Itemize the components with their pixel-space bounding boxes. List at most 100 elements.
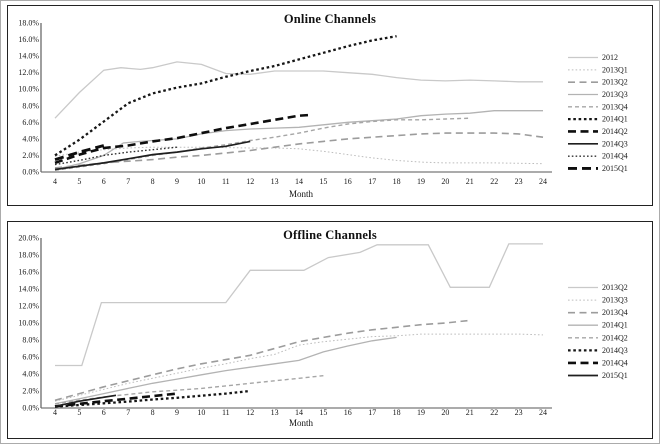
x-tick-label: 4 [53,408,57,417]
offline-x-axis-label: Month [288,418,313,428]
x-tick-label: 17 [368,408,376,417]
y-tick-label: 20.0% [18,234,39,243]
x-tick-label: 20 [441,177,449,186]
x-tick-label: 11 [222,177,230,186]
series-line-2014Q1 [54,35,397,157]
y-tick-label: 6.0% [22,118,39,127]
x-tick-label: 16 [344,408,352,417]
series-line-2013Q2 [54,132,544,169]
legend-label-2014Q2: 2014Q2 [602,127,628,136]
y-tick-label: 2.0% [22,151,39,160]
series-line-2014Q2 [54,113,312,165]
x-tick-label: 13 [271,177,279,186]
legend-label-2013Q4: 2013Q4 [602,308,628,317]
x-tick-label: 15 [319,408,327,417]
series-line-2013Q2 [55,243,543,367]
x-tick-label: 21 [466,177,474,186]
x-tick-label: 5 [77,177,81,186]
y-tick-label: 18.0% [18,251,39,260]
legend-label-2014Q3: 2014Q3 [602,346,628,355]
x-tick-label: 22 [490,177,498,186]
x-tick-label: 19 [417,408,425,417]
series-line-2014Q4 [54,392,178,408]
online-chart-title: Online Channels [283,12,377,26]
y-tick-label: 18.0% [18,19,39,28]
y-tick-label: 12.0% [18,302,39,311]
x-tick-label: 4 [53,177,57,186]
y-tick-label: 8.0% [22,101,39,110]
series-line-2012 [54,61,543,119]
x-tick-label: 10 [197,408,205,417]
x-tick-label: 19 [417,177,425,186]
series-line-2013Q4 [54,319,470,402]
y-tick-label: 4.0% [22,370,39,379]
x-tick-label: 14 [295,408,303,417]
y-tick-label: 16.0% [18,35,39,44]
x-tick-label: 8 [151,177,155,186]
legend-label-2013Q3: 2013Q3 [602,296,628,305]
legend-label-2014Q3: 2014Q3 [602,139,628,148]
x-tick-label: 6 [102,177,106,186]
x-tick-label: 23 [515,408,523,417]
legend-label-2015Q1: 2015Q1 [602,371,628,380]
x-tick-label: 18 [393,177,401,186]
legend-label-2014Q4: 2014Q4 [602,358,628,367]
x-tick-label: 16 [344,177,352,186]
x-tick-label: 12 [246,177,254,186]
legend-label-2014Q4: 2014Q4 [602,152,628,161]
online-channels-chart-panel: 0.0% 2.0% 4.0% 6.0% 8.0% 10.0% 12.0% 14.0% 16.0%… [7,5,653,206]
offline-channels-plot: 0.0% 2.0% 4.0% 6.0% 8.0% 10.0% 12.0% 14.0% 16.0%… [18,234,628,418]
x-tick-label: 6 [102,408,106,417]
x-tick-label: 7 [126,408,130,417]
x-tick-label: 11 [222,408,230,417]
legend-label-2015Q1: 2015Q1 [602,164,628,173]
online-channels-plot: 0.0% 2.0% 4.0% 6.0% 8.0% 10.0% 12.0% 14.0% 16.0%… [18,19,628,187]
offline-channels-chart-panel: 0.0% 2.0% 4.0% 6.0% 8.0% 10.0% 12.0% 14.0% 16.0%… [7,221,653,439]
x-tick-label: 12 [246,408,254,417]
legend-label-2013Q4: 2013Q4 [602,102,628,111]
legend-label-2013Q2: 2013Q2 [602,283,628,292]
x-tick-label: 5 [77,408,81,417]
x-tick-label: 13 [271,408,279,417]
x-tick-label: 8 [151,408,155,417]
y-tick-label: 12.0% [18,68,39,77]
legend-label-2014Q1: 2014Q1 [602,115,628,124]
series-line-2013Q1 [54,146,544,165]
y-tick-label: 10.0% [18,85,39,94]
y-tick-label: 10.0% [18,319,39,328]
legend-label-2013Q3: 2013Q3 [602,90,628,99]
x-tick-label: 14 [295,177,303,186]
y-tick-label: 14.0% [18,285,39,294]
legend-label-2014Q1: 2014Q1 [602,321,628,330]
x-tick-label: 10 [197,177,205,186]
series-line-2014Q3 [54,389,251,408]
legend-label-2013Q2: 2013Q2 [602,78,628,87]
series-line-2015Q1 [54,144,105,161]
x-tick-label: 24 [539,408,547,417]
x-tick-label: 18 [393,408,401,417]
x-tick-label: 21 [466,408,474,417]
y-tick-label: 0.0% [22,404,39,413]
y-tick-label: 16.0% [18,268,39,277]
x-tick-label: 24 [539,177,547,186]
x-tick-label: 17 [368,177,376,186]
x-tick-label: 22 [490,408,498,417]
y-tick-label: 4.0% [22,134,39,143]
series-line-2015Q1 [54,394,117,408]
y-tick-label: 0.0% [22,168,39,177]
x-tick-label: 23 [515,177,523,186]
y-tick-label: 14.0% [18,52,39,61]
offline-chart-title: Offline Channels [283,228,377,242]
series-line-2014Q4 [54,146,178,166]
x-tick-label: 7 [126,177,130,186]
x-tick-label: 20 [441,408,449,417]
x-tick-label: 9 [175,177,179,186]
series-line-2014Q2 [54,375,324,405]
series-line-2014Q3 [54,140,251,171]
x-tick-label: 15 [319,177,327,186]
legend-label-2014Q2: 2014Q2 [602,333,628,342]
y-tick-label: 2.0% [22,387,39,396]
online-x-axis-label: Month [288,189,313,199]
y-tick-label: 6.0% [22,353,39,362]
y-tick-label: 8.0% [22,336,39,345]
